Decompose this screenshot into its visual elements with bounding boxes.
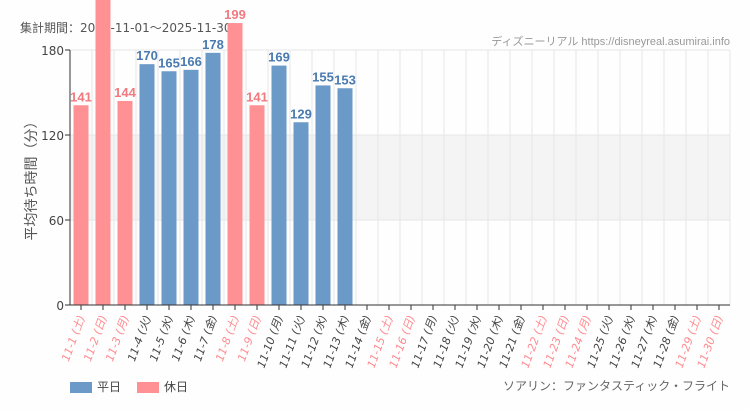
y-tick-label: 60	[49, 214, 64, 228]
bar-value-label: 129	[290, 106, 312, 121]
legend: 平日 休日	[70, 378, 188, 395]
bar	[315, 85, 331, 306]
legend-label: 休日	[164, 380, 189, 394]
bar-value-label: 141	[246, 89, 268, 104]
bar-value-label: 165	[158, 55, 180, 70]
site-credit[interactable]: ディズニーリアル https://disneyreal.asumirai.inf…	[491, 36, 730, 48]
bar-value-label: 155	[312, 69, 334, 84]
bar-value-label: 178	[202, 37, 224, 52]
bar	[117, 101, 133, 305]
bar-value-label: 141	[70, 89, 92, 104]
bar	[249, 105, 265, 305]
period-label: 集計期間：2025-11-01〜2025-11-30	[20, 21, 232, 35]
bar	[183, 69, 199, 305]
bar	[95, 0, 111, 305]
bar	[73, 105, 89, 305]
y-tick-label: 180	[41, 44, 64, 58]
bar-value-label: 166	[180, 54, 202, 69]
legend-weekday[interactable]: 平日	[70, 378, 121, 395]
legend-swatch-weekday	[70, 382, 92, 393]
legend-swatch-holiday	[137, 382, 160, 393]
y-axis-label: 平均待ち時間（分）	[24, 115, 40, 241]
bar	[271, 65, 287, 305]
bar-value-label: 199	[224, 7, 246, 22]
legend-label: 平日	[97, 380, 122, 394]
bar	[337, 88, 353, 305]
y-tick-label: 0	[56, 299, 64, 313]
attraction-name: ソアリン：ファンタスティック・フライト	[502, 379, 730, 393]
bar	[227, 23, 243, 305]
bar	[293, 122, 309, 305]
bar-value-label: 169	[268, 50, 290, 65]
bar	[161, 71, 177, 305]
bar	[205, 52, 221, 306]
bar-value-label: 153	[334, 72, 356, 87]
bar-value-label: 170	[136, 48, 158, 63]
legend-holiday[interactable]: 休日	[137, 378, 188, 395]
bar-value-label: 144	[114, 85, 136, 100]
y-tick-label: 120	[41, 129, 64, 143]
bar	[139, 64, 155, 306]
